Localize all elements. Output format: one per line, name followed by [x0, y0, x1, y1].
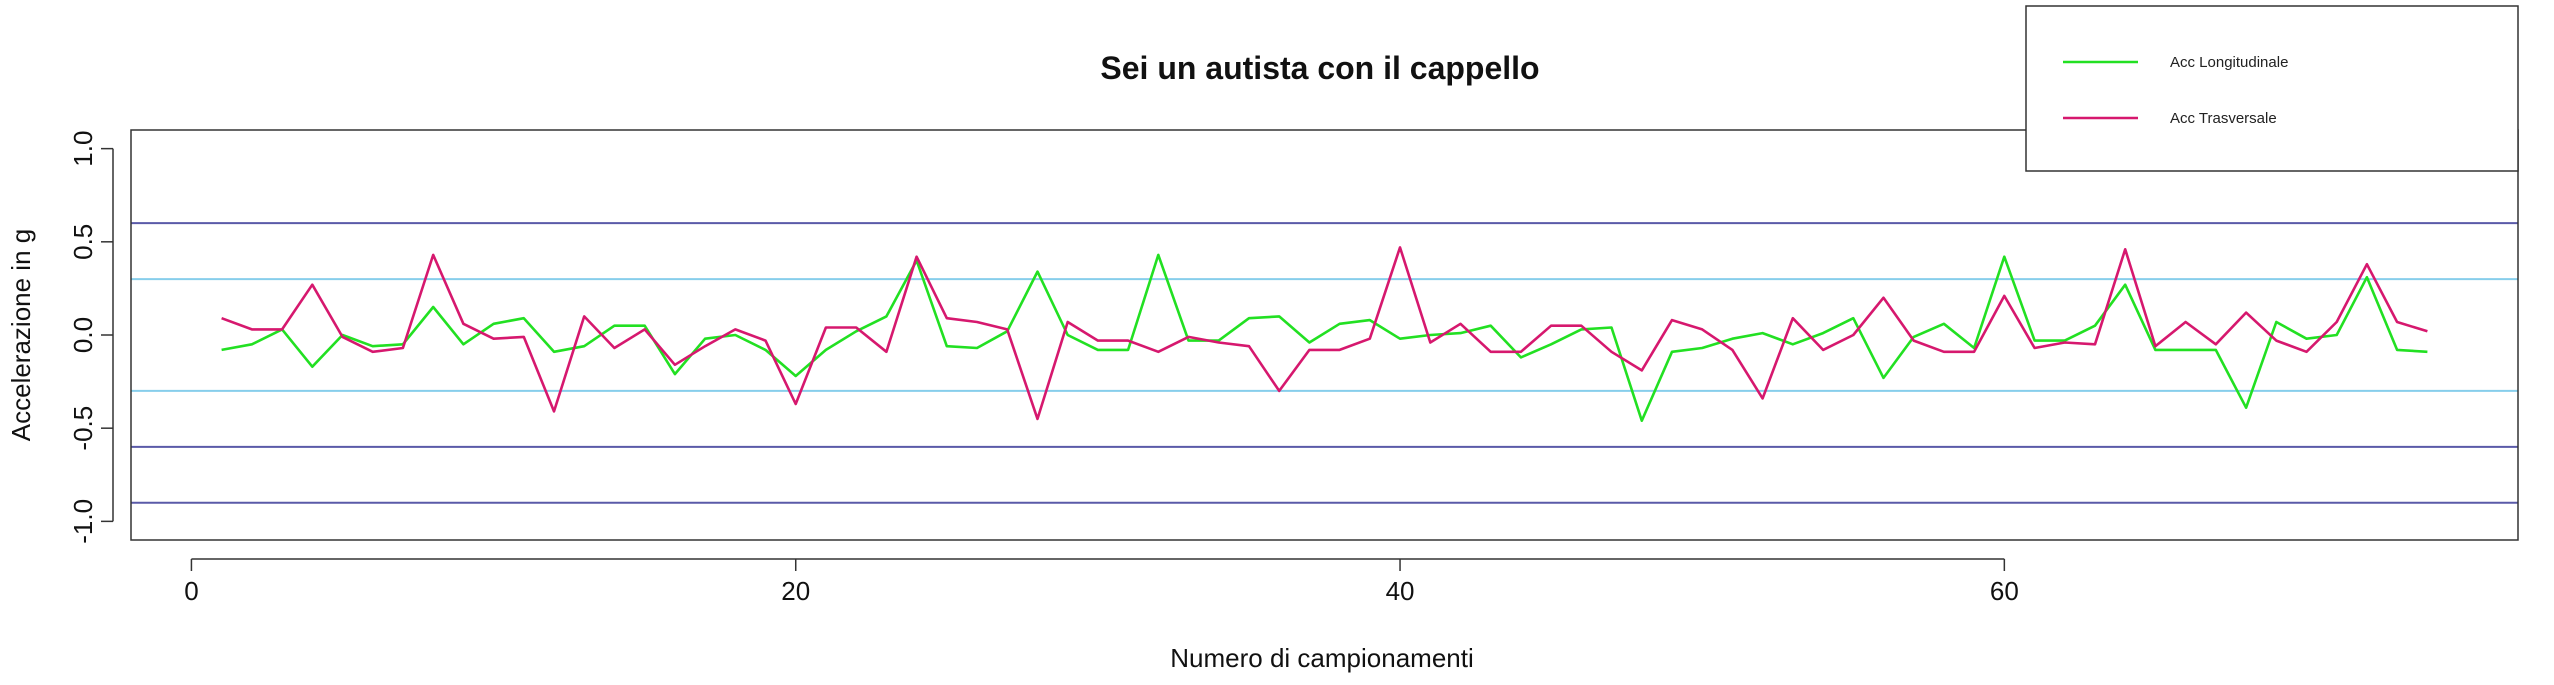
series-lines: [221, 246, 2428, 423]
reference-lines: [131, 222, 2518, 504]
y-axis-title: Accelerazione in g: [6, 229, 36, 441]
legend-items: Acc Longitudinale Acc Trasversale: [2063, 54, 2288, 127]
legend-label: Acc Longitudinale: [2170, 54, 2288, 71]
series-line-acc-longitudinale: [221, 253, 2428, 423]
series-line-acc-trasversale: [221, 246, 2428, 421]
legend-label: Acc Trasversale: [2170, 110, 2277, 127]
x-tick-label: 60: [1990, 576, 2019, 606]
plot-frame: [130, 129, 2519, 541]
y-tick-label: -1.0: [68, 499, 98, 544]
x-axis: 0 20 40 60: [184, 558, 2019, 606]
y-tick-label: 0.5: [68, 224, 98, 260]
x-tick-label: 20: [781, 576, 810, 606]
x-tick-label: 0: [184, 576, 198, 606]
x-tick-label: 40: [1386, 576, 1415, 606]
chart-title: Sei un autista con il cappello: [1100, 50, 1539, 86]
y-tick-label: -0.5: [68, 406, 98, 451]
y-axis: -1.0 -0.5 0.0 0.5 1.0: [68, 131, 114, 544]
x-axis-title: Numero di campionamenti: [1170, 643, 1473, 673]
legend: Acc Longitudinale Acc Trasversale: [2025, 5, 2519, 172]
legend-box: [2025, 5, 2519, 172]
y-tick-label: 0.0: [68, 317, 98, 353]
y-tick-label: 1.0: [68, 131, 98, 167]
